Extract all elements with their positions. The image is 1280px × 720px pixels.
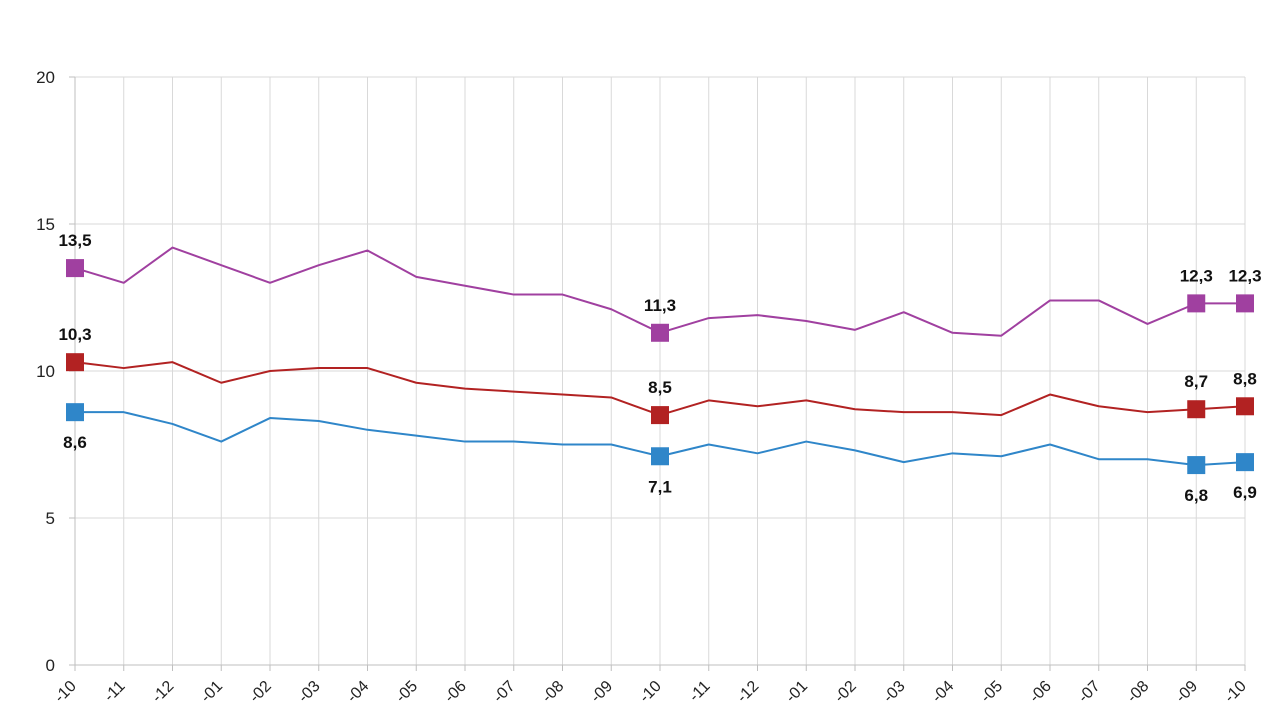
- x-tick-label: -09: [588, 678, 616, 706]
- x-tick-label: -04: [344, 678, 372, 706]
- data-marker: [66, 353, 84, 372]
- x-tick-label: -03: [295, 678, 323, 706]
- data-label: 8,6: [63, 433, 87, 452]
- data-marker: [66, 259, 84, 278]
- x-tick-label: -02: [246, 678, 274, 706]
- data-label: 13,5: [58, 231, 91, 250]
- data-label: 8,5: [648, 378, 672, 397]
- x-tick-label: -07: [1075, 678, 1103, 706]
- x-tick-label: -09: [1173, 678, 1201, 706]
- y-tick-label: 20: [36, 68, 55, 87]
- x-tick-label: -01: [198, 678, 226, 706]
- data-label: 10,3: [58, 325, 91, 344]
- x-tick-label: -10: [636, 678, 664, 706]
- data-marker: [651, 323, 669, 342]
- data-marker: [1236, 453, 1254, 472]
- x-tick-label: -04: [929, 678, 957, 706]
- data-label: 8,8: [1233, 369, 1257, 388]
- data-label: 12,3: [1180, 266, 1213, 285]
- x-tick-label: -11: [686, 678, 714, 706]
- data-marker: [66, 403, 84, 422]
- y-tick-label: 15: [36, 215, 55, 234]
- data-label: 7,1: [648, 477, 672, 496]
- x-tick-label: -07: [490, 678, 518, 706]
- x-tick-label: -12: [149, 678, 177, 706]
- data-label: 6,9: [1233, 483, 1257, 502]
- data-label: 12,3: [1228, 266, 1261, 285]
- data-marker: [1187, 456, 1206, 475]
- x-tick-label: -10: [51, 678, 79, 706]
- x-tick-label: -10: [1221, 678, 1249, 706]
- data-marker: [651, 406, 669, 425]
- x-tick-label: -08: [1124, 678, 1152, 706]
- data-label: 6,8: [1184, 486, 1208, 505]
- x-tick-label: -06: [441, 678, 469, 706]
- y-tick-label: 10: [36, 362, 55, 381]
- x-tick-label: -03: [880, 678, 908, 706]
- x-tick-label: -08: [539, 678, 567, 706]
- data-marker: [651, 447, 669, 466]
- y-tick-label: 5: [46, 509, 55, 528]
- data-marker: [1236, 397, 1254, 416]
- data-marker: [1236, 294, 1254, 313]
- x-tick-label: -05: [393, 678, 421, 706]
- data-marker: [1187, 294, 1206, 313]
- x-tick-label: -02: [831, 678, 859, 706]
- data-label: 8,7: [1184, 372, 1208, 391]
- x-tick-label: -11: [101, 678, 129, 706]
- y-tick-label: 0: [46, 656, 55, 675]
- x-tick-label: -01: [783, 678, 811, 706]
- x-tick-label: -05: [978, 678, 1006, 706]
- data-marker: [1187, 400, 1206, 419]
- data-label: 11,3: [644, 296, 676, 315]
- x-tick-label: -06: [1026, 678, 1054, 706]
- x-tick-label: -12: [734, 678, 762, 706]
